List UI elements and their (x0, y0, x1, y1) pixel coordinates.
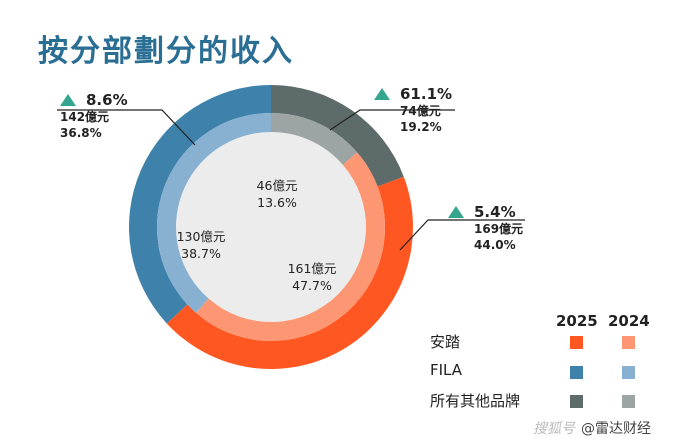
donut-slice-2024-安踏 (196, 152, 385, 341)
fila-change: 8.6% (86, 91, 128, 109)
other-value: 74億元 (400, 104, 441, 118)
donut-slice-2025-安踏 (166, 176, 413, 369)
watermark-author: @雷达财经 (581, 421, 651, 437)
annotation-anta: 5.4% 169億元 44.0% (448, 203, 523, 253)
legend-label-anta: 安踏 (430, 333, 461, 351)
other-change: 61.1% (400, 85, 453, 103)
inner-anta-value: 161億元 (287, 261, 337, 276)
leader-line-2 (399, 219, 525, 251)
donut-slice-2025-所有其他品牌 (271, 85, 404, 187)
anta-change: 5.4% (474, 203, 516, 221)
up-triangle-icon (374, 88, 390, 100)
donut-slice-2024-所有其他品牌 (271, 113, 358, 165)
watermark: 搜狐号 @雷达财经 (533, 418, 651, 438)
donut-slice-2025-FILA (129, 85, 271, 324)
donut-center (176, 132, 366, 322)
legend-year-2024: 2024 (608, 312, 650, 330)
inner-label-anta: 161億元 47.7% (272, 260, 352, 294)
watermark-source: 搜狐号 (533, 421, 575, 437)
legend-swatch-anta-2025 (570, 336, 583, 349)
annotation-other-brands: 61.1% 74億元 19.2% (374, 85, 452, 135)
inner-label-fila: 130億元 38.7% (161, 228, 241, 262)
inner-anta-pct: 47.7% (292, 278, 332, 293)
inner-fila-pct: 38.7% (181, 246, 221, 261)
annotation-fila: 8.6% 142億元 36.8% (60, 91, 128, 141)
legend-swatch-other-2025 (570, 395, 583, 408)
legend-label-other: 所有其他品牌 (430, 392, 521, 410)
inner-fila-value: 130億元 (176, 229, 226, 244)
other-pct: 19.2% (400, 120, 442, 134)
fila-value: 142億元 (60, 110, 110, 124)
legend-swatch-fila-2025 (570, 366, 583, 379)
legend-swatch-fila-2024 (622, 366, 635, 379)
legend-label-fila: FILA (430, 361, 463, 379)
up-triangle-icon (448, 206, 464, 218)
legend-year-2025: 2025 (556, 312, 598, 330)
fila-pct: 36.8% (60, 126, 102, 140)
inner-other-pct: 13.6% (257, 195, 297, 210)
donut-slice-2024-FILA (157, 113, 271, 313)
legend-swatch-other-2024 (622, 395, 635, 408)
anta-pct: 44.0% (474, 238, 516, 252)
anta-value: 169億元 (474, 222, 524, 236)
legend-swatch-anta-2024 (622, 336, 635, 349)
inner-label-other: 46億元 13.6% (237, 177, 317, 211)
inner-other-value: 46億元 (256, 178, 298, 193)
up-triangle-icon (60, 94, 76, 106)
leader-line-1 (329, 109, 455, 131)
leader-line-0 (57, 109, 196, 146)
chart-title: 按分部劃分的收入 (38, 34, 294, 69)
